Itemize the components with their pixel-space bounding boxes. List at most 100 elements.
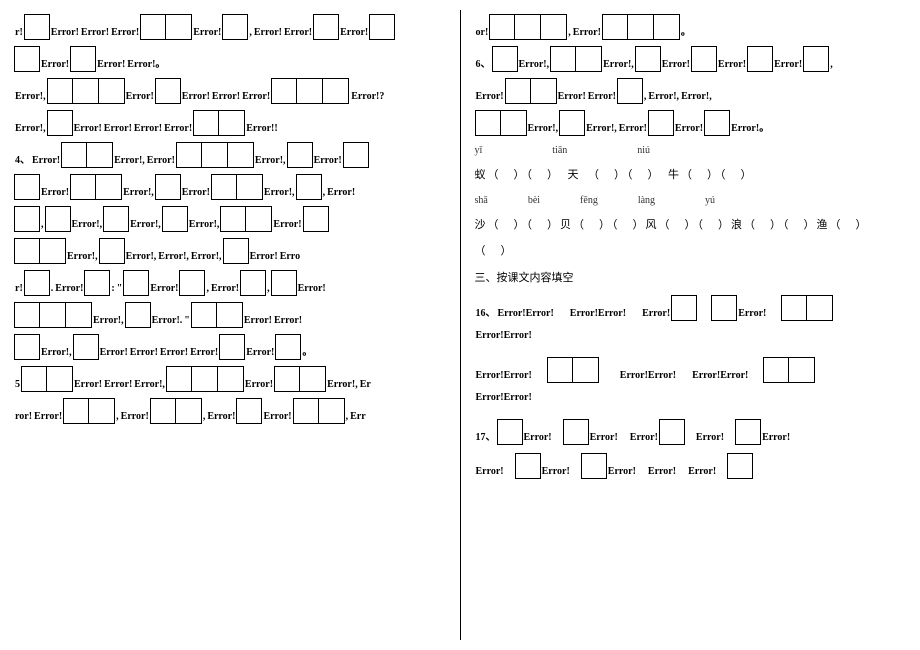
line: Error!, Error!Error!Error!Error! Error! … <box>14 334 448 360</box>
fill-box <box>807 295 833 321</box>
num: 16、 <box>475 309 497 321</box>
fill-box <box>63 398 89 424</box>
pinyin-row: shā bèi fēng làng yú <box>475 192 909 210</box>
q: Error!? <box>349 92 384 104</box>
fill-box <box>191 302 217 328</box>
err: Error!Error! <box>475 393 533 405</box>
err: Error!, <box>40 348 73 360</box>
err: Error!, <box>518 60 551 72</box>
err: Error!, <box>680 92 713 104</box>
fill-box <box>193 110 219 136</box>
err: Error! <box>80 28 110 40</box>
err: Error! <box>572 28 602 40</box>
fill-box <box>246 206 272 232</box>
err: Error! <box>241 92 271 104</box>
fill-box <box>803 46 829 72</box>
err: Error! <box>159 348 189 360</box>
line: Error! Error!, Error! Error!, ,Error! <box>14 174 448 200</box>
line: r! . Error! : " Error! , Error! , Error! <box>14 270 448 296</box>
fill-box <box>103 206 129 232</box>
fill-box <box>219 110 245 136</box>
fill-box <box>319 398 345 424</box>
err: Error! <box>641 309 671 321</box>
line: Error! Error!Error! , Error!, Error!, <box>475 78 909 104</box>
err: Error! <box>326 188 356 200</box>
err: Error! <box>125 92 155 104</box>
err: Error! <box>761 433 791 445</box>
fill-box <box>323 78 349 104</box>
fill-box <box>40 302 66 328</box>
fill-box <box>40 238 66 264</box>
fill-box <box>296 174 322 200</box>
err: Error! <box>40 60 70 72</box>
line: Error!, Error!." Error!Error! <box>14 302 448 328</box>
line: Error!, Error! Error!Error!Error! Error!… <box>14 78 448 104</box>
err: Error!, <box>14 124 47 136</box>
num: 5 <box>14 380 21 392</box>
fill-box <box>303 206 329 232</box>
fill-box <box>47 78 73 104</box>
fill-box <box>711 295 737 321</box>
fill-box <box>576 46 602 72</box>
err: Error!, <box>647 92 680 104</box>
err: Error! <box>773 60 803 72</box>
num: 6、 <box>475 60 492 72</box>
err: Error! <box>189 348 219 360</box>
err: Error! <box>339 28 369 40</box>
fill-box <box>563 419 589 445</box>
err: Error!, <box>71 220 104 232</box>
fill-box <box>99 238 125 264</box>
err: Error! <box>120 412 150 424</box>
fill-box <box>99 78 125 104</box>
comma: , <box>829 60 834 72</box>
frag: ror! <box>14 412 33 424</box>
fill-box <box>237 174 263 200</box>
fill-box <box>369 14 395 40</box>
fill-box <box>547 357 573 383</box>
fill-box <box>635 46 661 72</box>
fill-box <box>21 366 47 392</box>
fill-box <box>166 14 192 40</box>
fill-box <box>515 453 541 479</box>
line: 17、 Error! Error! Error! Error! Error! <box>475 419 909 445</box>
err: Error! <box>717 60 747 72</box>
err: Error! <box>253 28 283 40</box>
err: Error!, <box>133 380 166 392</box>
line: 4、Error! Error!,Error! Error!, Error! <box>14 142 448 168</box>
fill-box <box>489 14 515 40</box>
fill-box <box>300 366 326 392</box>
line: 6、 Error!, Error!, Error! Error! Error! … <box>475 46 909 72</box>
err: Error! <box>629 433 659 445</box>
err: Error!Error! <box>569 309 627 321</box>
fill-box <box>781 295 807 321</box>
err: Error! <box>31 156 61 168</box>
fill-box <box>573 357 599 383</box>
err: Error! <box>647 467 677 479</box>
fill-box <box>671 295 697 321</box>
fill-box <box>727 453 753 479</box>
err: Error! <box>674 124 704 136</box>
err: Error! <box>313 156 343 168</box>
err: Error!, <box>190 252 223 264</box>
fill-box <box>659 419 685 445</box>
fill-box <box>531 78 557 104</box>
line: , Error!, Error!, Error!, Error! <box>14 206 448 232</box>
err: Error! <box>541 467 571 479</box>
fill-box <box>14 238 40 264</box>
err: Error! <box>557 92 587 104</box>
err: Error! <box>99 348 129 360</box>
fill-box <box>617 78 643 104</box>
err: Error! <box>475 92 505 104</box>
frag: Err <box>349 412 367 424</box>
fill-box <box>47 366 73 392</box>
fill-box <box>223 238 249 264</box>
err: Error!. <box>151 316 184 328</box>
err: Error! <box>129 348 159 360</box>
fill-box <box>14 206 40 232</box>
fill-box <box>24 14 50 40</box>
fill-box <box>150 398 176 424</box>
err: Error!, <box>66 252 99 264</box>
fill-box <box>343 142 369 168</box>
frag: Er <box>359 380 372 392</box>
fill-box <box>505 78 531 104</box>
